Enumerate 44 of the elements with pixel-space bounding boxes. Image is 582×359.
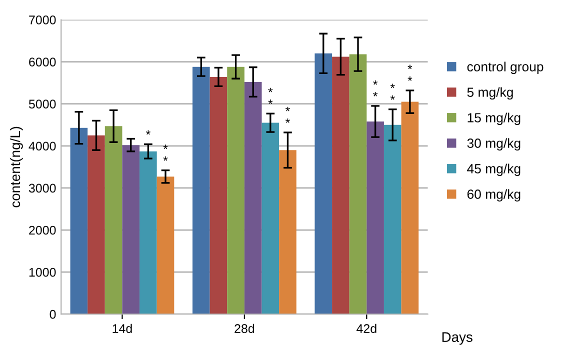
x-tick-label: 14d [112, 324, 132, 334]
data-label: * * [163, 144, 168, 161]
bar [88, 135, 105, 314]
y-tick-label: 1000 [29, 268, 56, 277]
data-label: * * [268, 88, 273, 104]
bar [140, 151, 157, 314]
y-tick-label: 6000 [29, 58, 56, 66]
x-tick-label: 42d [356, 324, 376, 334]
y-tick-label: 2000 [29, 226, 56, 235]
bar [192, 66, 210, 314]
bar [349, 54, 367, 314]
bar [279, 150, 296, 314]
data-label: * [146, 130, 150, 135]
bar [244, 82, 262, 314]
data-label: * * [408, 64, 412, 81]
legend-label: 60 mg/kg [467, 189, 520, 202]
legend-label: 30 mg/kg [467, 138, 520, 151]
x-tick-label: 28d [234, 324, 254, 334]
data-label: * * [285, 106, 290, 123]
bar [70, 128, 88, 314]
y-tick-label: 0 [50, 310, 56, 319]
x-axis-title: Days [442, 332, 472, 345]
legend-label: 45 mg/kg [467, 164, 520, 176]
bar [332, 56, 350, 314]
legend-label: 15 mg/kg [468, 112, 520, 126]
bar [156, 176, 174, 314]
y-tick-label: 4000 [28, 142, 56, 151]
bar [314, 53, 332, 314]
data-label: * * [390, 84, 395, 100]
bar [210, 76, 228, 314]
bar [227, 66, 244, 314]
y-axis-title: content(ng/L) [10, 126, 23, 208]
legend-label: 5 mg/kg [467, 87, 513, 100]
data-label: * * [373, 80, 378, 96]
y-tick-label: 5000 [28, 100, 56, 109]
y-tick-label: 3000 [28, 184, 56, 193]
bar [401, 102, 419, 314]
legend-label: control group [467, 62, 544, 74]
bar [122, 145, 140, 314]
y-tick-label: 7000 [29, 16, 56, 24]
bar [384, 124, 402, 314]
bar [104, 126, 122, 314]
bar [366, 122, 384, 314]
bar [262, 122, 280, 314]
